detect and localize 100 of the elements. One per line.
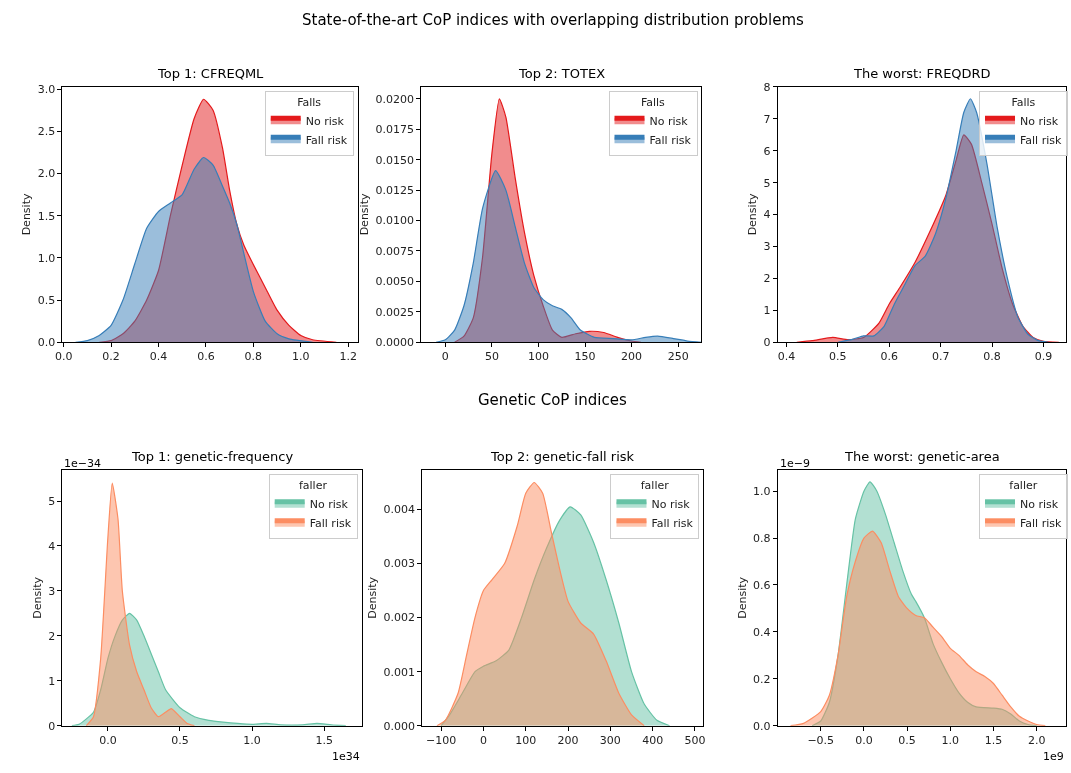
- chart-title: Top 1: CFREQML: [157, 66, 265, 81]
- y-tick-label: 2.5: [37, 125, 56, 139]
- x-tick-label: 0.2: [102, 350, 120, 364]
- x-tick-label: 200: [621, 350, 643, 364]
- y-tick-label: 0.0000: [375, 336, 414, 350]
- x-tick-label: 300: [599, 733, 621, 747]
- legend-label: Fall risk: [1020, 133, 1062, 147]
- x-tick-label: 1.5: [984, 733, 1003, 747]
- y-tick-label: 0: [763, 336, 771, 350]
- x-tick-label: 0.6: [880, 350, 899, 364]
- chart-title: The worst: genetic-area: [844, 449, 1000, 464]
- y-tick-label: 0: [48, 719, 56, 733]
- y-tick-label: 0.8: [753, 531, 771, 545]
- y-tick-label: 0.0125: [375, 183, 414, 197]
- x-tick-label: 250: [667, 350, 689, 364]
- x-tick-label: 500: [684, 733, 706, 747]
- y-tick-label: 0.0075: [375, 244, 414, 258]
- x-tick-label: 100: [515, 733, 537, 747]
- x-tick-label: 0: [441, 350, 449, 364]
- y-tick-label: 0.5: [37, 293, 56, 307]
- legend-label: No risk: [305, 114, 345, 128]
- y-tick-label: 1: [48, 674, 56, 688]
- text: 1e34: [332, 750, 360, 763]
- y-tick-label: 0.0: [37, 336, 56, 350]
- y-tick-label: 0.0050: [375, 275, 414, 289]
- y-tick-label: 0.6: [753, 578, 771, 592]
- y-axis-title: Density: [358, 193, 372, 236]
- legend-label: No risk: [1020, 498, 1059, 512]
- x-tick-label: 0.9: [1034, 350, 1053, 364]
- x-tick-label: 0.8: [983, 350, 1001, 364]
- y-axis-title: Density: [735, 576, 749, 619]
- y-tick-label: 0.003: [383, 557, 415, 571]
- y-tick-label: 0.004: [383, 503, 415, 517]
- y-tick-label: 0.000: [383, 719, 415, 733]
- x-tick-label: −0.5: [807, 733, 835, 747]
- y-tick-label: 5: [763, 176, 771, 190]
- x-tick-label: 0.6: [197, 350, 215, 364]
- y-axis-title: Density: [366, 576, 380, 619]
- x-tick-label: 0.0: [99, 733, 117, 747]
- y-tick-label: 6: [763, 144, 771, 158]
- x-tick-label: 1.5: [315, 733, 333, 747]
- y-tick-label: 5: [48, 494, 56, 508]
- legend-title: faller: [640, 479, 670, 493]
- x-tick-label: 0.4: [777, 350, 796, 364]
- x-tick-label: 400: [642, 733, 664, 747]
- text: State-of-the-art CoP indices with overlapping distribution problems: [302, 11, 805, 29]
- y-tick-label: 3: [763, 240, 771, 254]
- x-tick-label: 0.8: [244, 350, 263, 364]
- y-tick-label: 2.0: [37, 167, 56, 181]
- chart-title: Top 2: TOTEX: [518, 66, 606, 81]
- legend-label: Fall risk: [305, 133, 348, 147]
- x-tick-label: −100: [426, 733, 457, 747]
- chart-title: Top 1: genetic-frequency: [131, 449, 294, 464]
- y-tick-label: 0.2: [753, 672, 771, 686]
- legend-label: Fall risk: [651, 517, 694, 531]
- legend-label: No risk: [309, 498, 349, 512]
- y-tick-label: 1.0: [753, 485, 771, 499]
- legend-label: No risk: [1020, 114, 1059, 128]
- chart-title: Top 2: genetic-fall risk: [490, 449, 635, 464]
- y-tick-label: 1.0: [37, 251, 56, 265]
- y-tick-label: 0.001: [383, 665, 415, 679]
- y-tick-label: 1.5: [37, 209, 56, 223]
- y-tick-label: 0.0025: [375, 305, 414, 319]
- x-tick-label: 200: [557, 733, 579, 747]
- y-tick-label: 3.0: [37, 83, 56, 96]
- y-tick-label: 0.0175: [375, 123, 414, 137]
- y-tick-label: 0.4: [753, 625, 771, 639]
- annotation: 1e−34: [64, 457, 101, 470]
- x-tick-label: 2.0: [1027, 733, 1046, 747]
- text: Genetic CoP indices: [478, 391, 627, 409]
- x-tick-label: 0.7: [931, 350, 950, 364]
- y-axis-title: Density: [746, 193, 760, 236]
- x-tick-label: 1.0: [292, 350, 310, 364]
- y-tick-label: 8: [763, 80, 771, 94]
- x-tick-label: 0.5: [171, 733, 189, 747]
- x-tick-label: 50: [484, 350, 499, 364]
- y-tick-label: 7: [763, 112, 771, 126]
- y-tick-label: 0.0100: [375, 214, 414, 228]
- text: 1e9: [1043, 750, 1064, 763]
- x-tick-label: 1.0: [243, 733, 261, 747]
- legend-label: No risk: [649, 114, 689, 128]
- legend-title: Falls: [1011, 95, 1036, 109]
- legend-label: Fall risk: [1020, 517, 1062, 531]
- y-tick-label: 4: [763, 208, 771, 222]
- x-tick-label: 1.2: [339, 350, 357, 364]
- legend-title: faller: [298, 479, 328, 493]
- x-tick-label: 0.4: [149, 350, 168, 364]
- x-tick-label: 0.5: [829, 350, 847, 364]
- y-tick-label: 3: [48, 584, 56, 598]
- x-tick-label: 100: [527, 350, 549, 364]
- y-axis-title: Density: [30, 576, 44, 619]
- y-tick-label: 0.0150: [375, 153, 414, 167]
- x-tick-label: 150: [574, 350, 596, 364]
- legend-label: Fall risk: [649, 133, 692, 147]
- legend-label: Fall risk: [309, 517, 352, 531]
- x-tick-label: 0: [479, 733, 487, 747]
- annotation: 1e−9: [780, 457, 810, 470]
- y-tick-label: 2: [763, 272, 771, 286]
- y-tick-label: 0.0: [753, 719, 771, 733]
- x-tick-label: 0.5: [898, 733, 916, 747]
